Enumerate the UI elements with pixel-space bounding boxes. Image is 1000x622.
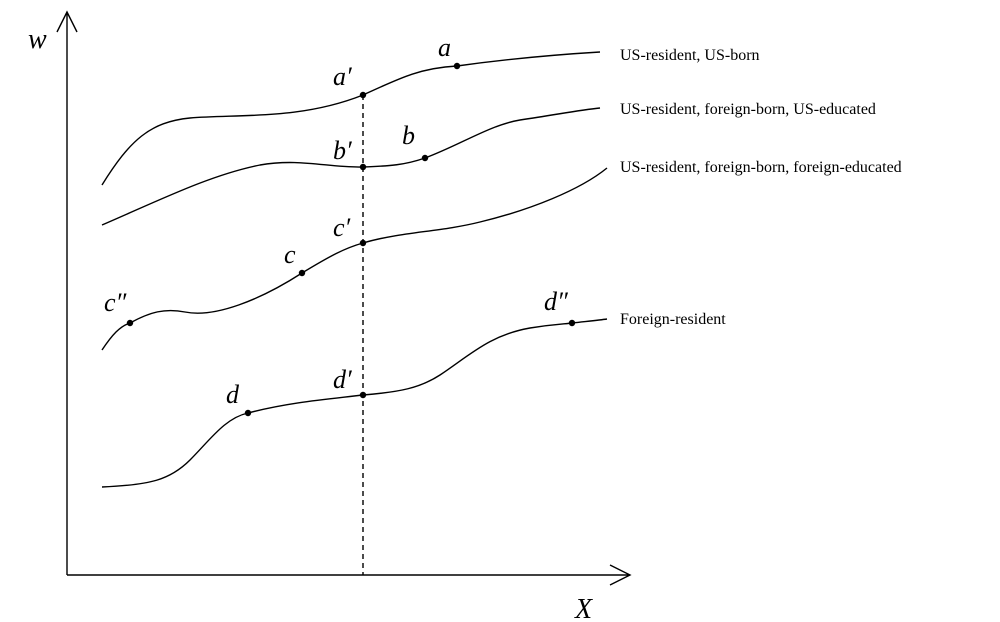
point-label: d″ bbox=[544, 287, 569, 316]
curve-label: Foreign-resident bbox=[620, 311, 726, 328]
point bbox=[298, 269, 306, 277]
point-label: c″ bbox=[104, 288, 128, 317]
curve-label: US-resident, foreign-born, foreign-educa… bbox=[620, 159, 902, 176]
point bbox=[568, 319, 576, 327]
point-label: c bbox=[284, 240, 296, 269]
point bbox=[244, 409, 252, 417]
curve-label: US-resident, foreign-born, US-educated bbox=[620, 101, 876, 118]
x-axis bbox=[67, 564, 632, 586]
points bbox=[126, 62, 576, 417]
point-label: d′ bbox=[333, 365, 352, 394]
point-label: a′ bbox=[333, 62, 352, 91]
y-axis-label: w bbox=[28, 24, 47, 55]
curve bbox=[101, 318, 608, 488]
curve bbox=[101, 107, 601, 226]
x-axis-label: X bbox=[574, 594, 593, 622]
point bbox=[359, 91, 367, 99]
point bbox=[126, 319, 134, 327]
point-label: a bbox=[438, 33, 451, 62]
curve bbox=[101, 167, 608, 351]
point-label: b bbox=[402, 121, 415, 150]
point bbox=[359, 239, 367, 247]
y-axis bbox=[56, 10, 78, 575]
point bbox=[359, 391, 367, 399]
point-label: d bbox=[226, 380, 240, 409]
point bbox=[453, 62, 461, 70]
curve-label: US-resident, US-born bbox=[620, 47, 760, 64]
point-label: b′ bbox=[333, 136, 352, 165]
point bbox=[359, 163, 367, 171]
point bbox=[421, 154, 429, 162]
point-label: c′ bbox=[333, 213, 351, 242]
